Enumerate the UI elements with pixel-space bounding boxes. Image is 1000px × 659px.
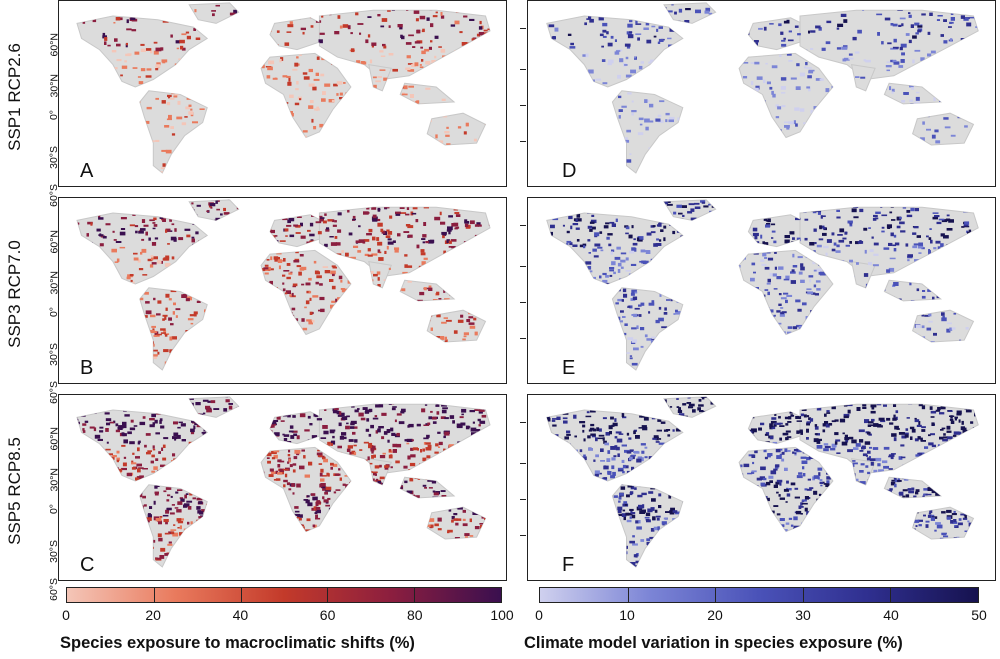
north-america-landmass [546, 212, 684, 285]
colorbar-tick-mark [890, 588, 892, 602]
exposure-tick-40: 40 [232, 607, 249, 623]
asia-landmass [799, 206, 979, 278]
variation-colorbar [539, 587, 979, 603]
australia-landmass [912, 112, 975, 146]
map-panel-d [527, 0, 996, 187]
india-landmass [368, 260, 392, 289]
south-america-landmass [139, 287, 208, 371]
right-panel-tick-marks [520, 0, 528, 590]
colorbar-tick-mark [153, 588, 155, 602]
southeast-asia-landmass [399, 279, 456, 302]
africa-landmass [260, 52, 352, 139]
africa-landmass [260, 446, 352, 533]
south-america-landmass [611, 90, 684, 174]
europe-landmass [269, 17, 330, 51]
australia-landmass [426, 112, 487, 146]
australia-landmass [912, 506, 975, 540]
map-panel-a [58, 0, 507, 187]
exposure-tick-100: 100 [490, 607, 514, 623]
europe-landmass [747, 17, 811, 51]
panel-letter-f: F [562, 554, 575, 576]
variation-tick-10: 10 [619, 607, 635, 623]
map-panel-c [58, 394, 507, 581]
exposure-colorbar [66, 587, 502, 603]
variation-colorbar-labels: 0 10 20 30 40 50 [535, 607, 987, 625]
exposure-tick-20: 20 [145, 607, 161, 623]
north-america-landmass [76, 409, 209, 482]
south-america-landmass [611, 484, 684, 568]
southeast-asia-landmass [399, 476, 456, 499]
south-america-landmass [139, 90, 208, 174]
greenland-landmass [663, 2, 717, 24]
asia-landmass [318, 206, 491, 278]
variation-colorbar-title: Climate model variation in species expos… [524, 634, 903, 652]
lat-axis-row-1: 60°N 30°N 0° 30°S 60°S [28, 0, 60, 207]
southeast-asia-landmass [399, 82, 456, 105]
colorbar-tick-mark [240, 588, 242, 602]
south-america-landmass [139, 484, 208, 568]
asia-landmass [318, 403, 491, 475]
colorbar-tick-mark [627, 588, 629, 602]
greenland-landmass [188, 2, 240, 24]
greenland-landmass [663, 199, 717, 221]
colorbar-tick-mark [802, 588, 804, 602]
africa-landmass [260, 249, 352, 336]
row-label-2: SSP3 RCP7.0 [5, 239, 25, 348]
colorbar-tick-mark [327, 588, 329, 602]
north-america-landmass [76, 212, 209, 285]
row-label-1: SSP1 RCP2.6 [5, 42, 25, 151]
southeast-asia-landmass [883, 82, 943, 105]
colorbar-tick-mark [715, 588, 717, 602]
map-panel-e [527, 197, 996, 384]
panel-letter-d: D [562, 160, 577, 182]
panel-letter-b: B [80, 357, 94, 379]
row-label-3: SSP5 RCP8.5 [5, 436, 25, 545]
variation-tick-20: 20 [707, 607, 723, 623]
panel-letter-a: A [80, 160, 94, 182]
map-panel-b [58, 197, 507, 384]
exposure-tick-0: 0 [62, 607, 70, 623]
panel-letter-e: E [562, 357, 576, 379]
australia-landmass [912, 309, 975, 343]
variation-tick-0: 0 [535, 607, 543, 623]
colorbar-tick-mark [414, 588, 416, 602]
lat-axis-row-2: 60°N 30°N 0° 30°S 60°S [28, 197, 60, 404]
exposure-colorbar-labels: 0 20 40 60 80 100 [62, 607, 514, 625]
variation-tick-50: 50 [971, 607, 987, 623]
exposure-tick-60: 60 [319, 607, 336, 623]
exposure-colorbar-title: Species exposure to macroclimatic shifts… [60, 634, 415, 652]
variation-tick-30: 30 [795, 607, 811, 623]
australia-landmass [426, 309, 487, 343]
greenland-landmass [188, 199, 240, 221]
india-landmass [850, 260, 876, 289]
variation-tick-40: 40 [883, 607, 899, 623]
africa-landmass [738, 52, 834, 139]
panel-letter-c: C [80, 554, 95, 576]
exposure-tick-80: 80 [407, 607, 423, 623]
map-panel-f [527, 394, 996, 581]
lat-axis-row-3: 60°N 30°N 0° 30°S 60°S [28, 394, 60, 601]
